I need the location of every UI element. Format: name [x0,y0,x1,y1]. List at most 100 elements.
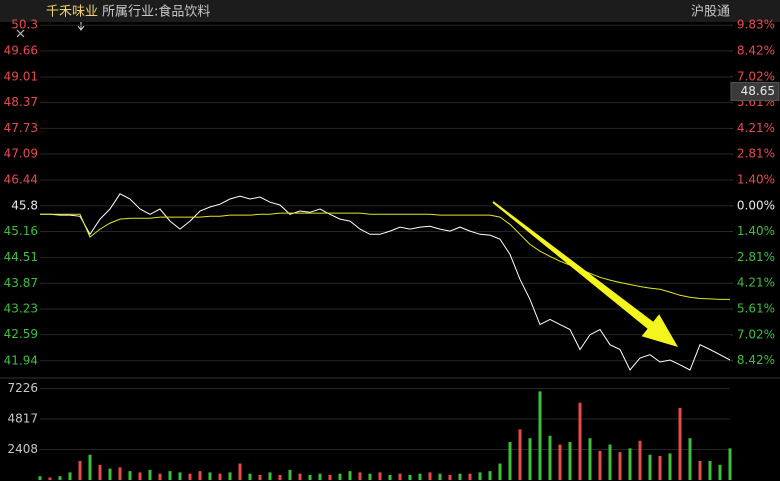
volume-bar [718,464,722,480]
volume-bar [48,477,52,480]
volume-bar [188,473,192,480]
volume-bar [348,471,352,480]
volume-bar [508,442,512,480]
y2-tick-label: 2.81% [737,147,775,161]
y-tick-label: 45.8 [11,198,38,212]
y-tick-label: 47.73 [4,121,38,135]
y2-tick-label: 9.83% [737,18,775,32]
volume-bar [568,442,572,480]
volume-bar [528,438,532,480]
volume-bar [118,467,122,480]
volume-bar [218,473,222,480]
volume-bar [408,474,412,480]
volume-tick-label: 4817 [7,412,38,426]
volume-bar [648,454,652,480]
volume-bar [88,454,92,480]
y2-tick-label: 4.21% [737,276,775,290]
volume-bar [328,474,332,480]
marker-icon [77,22,85,31]
volume-bar [158,473,162,480]
y-tick-label: 47.09 [4,147,38,161]
volume-bar [108,468,112,480]
close-icon[interactable] [16,29,25,38]
volume-bar [258,474,262,480]
volume-bar [148,469,152,480]
volume-bar [208,472,212,480]
annotation-arrow [492,201,678,347]
volume-bar [38,476,42,480]
y2-tick-label: 4.21% [737,121,775,135]
volume-bar [268,472,272,480]
y2-tick-label: 8.42% [737,353,775,367]
y-tick-label: 49.01 [4,69,38,83]
volume-bar [618,452,622,480]
volume-bar [338,473,342,480]
volume-bar [458,473,462,480]
current-price-label: 48.65 [741,84,775,98]
y-tick-label: 43.23 [4,301,38,315]
y-tick-label: 49.66 [4,43,38,57]
y2-tick-label: 7.02% [737,327,775,341]
price-line [40,212,730,300]
connect-tag: 沪股通 [691,4,730,20]
volume-bar [238,463,242,480]
volume-bar [698,461,702,480]
volume-bar [418,473,422,480]
volume-bar [138,472,142,480]
volume-tick-label: 7226 [7,381,38,395]
volume-bar [638,440,642,480]
volume-bar [588,438,592,480]
volume-bar [278,474,282,480]
volume-bar [558,444,562,480]
volume-bar [438,473,442,480]
y2-tick-label: 8.42% [737,44,775,58]
y2-tick-label: 1.40% [737,224,775,238]
y-tick-label: 42.59 [4,327,38,341]
y-tick-label: 48.37 [4,95,38,109]
volume-bar [298,473,302,480]
y2-tick-label: 2.81% [737,250,775,264]
y-tick-label: 46.44 [4,173,38,187]
volume-bar [538,391,542,480]
volume-bar [98,464,102,480]
volume-bar [428,472,432,480]
volume-bar [358,472,362,480]
y2-tick-label: 7.02% [737,69,775,83]
volume-bar [628,448,632,480]
y-tick-label: 50.3 [11,18,38,32]
industry: 所属行业:食品饮料 [102,4,210,20]
volume-bar [608,444,612,480]
volume-bar [228,472,232,480]
volume-bar [288,469,292,480]
y2-tick-label: 0.00% [737,198,775,212]
volume-bar [498,463,502,480]
volume-bar [598,450,602,480]
stock-name: 千禾味业 [46,5,98,20]
volume-bar [578,402,582,480]
volume-bar [58,476,62,480]
volume-bar [448,474,452,480]
volume-bar [478,472,482,480]
volume-bar [68,472,72,480]
volume-bar [378,472,382,480]
y-tick-label: 44.51 [4,250,38,264]
volume-bar [318,473,322,480]
y-tick-label: 41.94 [4,353,38,367]
volume-bar [388,474,392,480]
current-price-box [730,81,780,101]
volume-bar [488,471,492,480]
volume-bar [658,455,662,480]
volume-bar [678,407,682,480]
volume-bar [248,473,252,480]
volume-bar [178,472,182,480]
price-line [40,193,731,371]
volume-bar [398,473,402,480]
volume-bar [728,448,732,480]
volume-tick-label: 2408 [7,442,38,456]
y2-tick-label: 1.40% [737,173,775,187]
volume-bar [468,473,472,480]
volume-bar [548,435,552,480]
volume-bar [708,461,712,480]
